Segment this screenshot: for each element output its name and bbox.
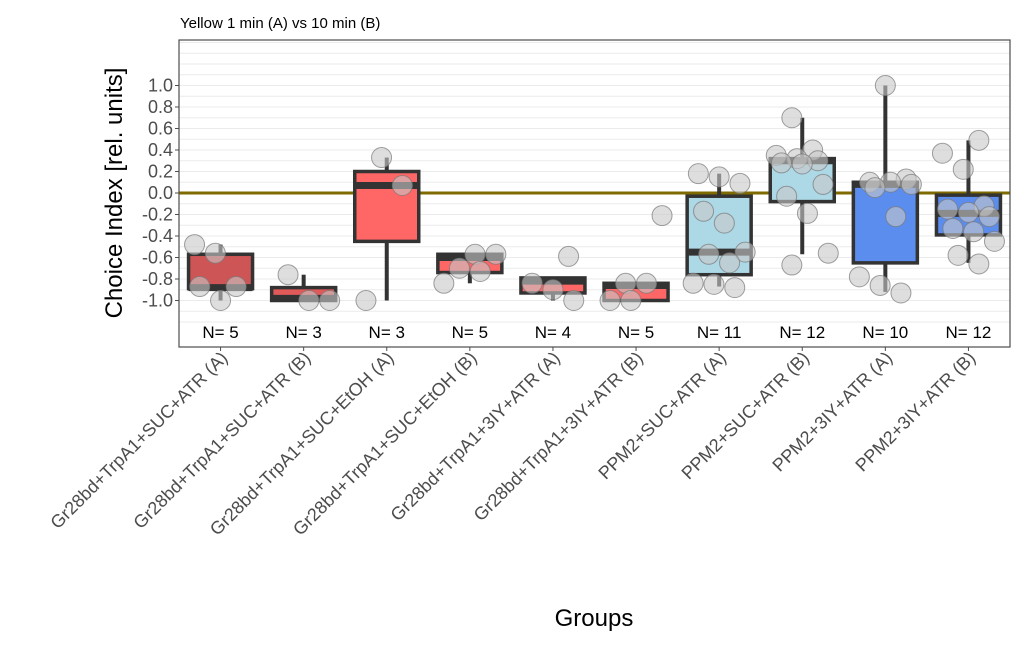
y-tick-label: -0.2: [142, 205, 173, 225]
data-point: [796, 202, 818, 224]
x-tick-label: Gr28bd+TrpA1+SUC+EtOH (A): [206, 348, 398, 540]
data-point: [433, 272, 455, 294]
y-tick-label: 0.8: [148, 97, 173, 117]
data-point: [781, 254, 803, 276]
data-point: [885, 206, 907, 228]
data-point: [371, 147, 393, 169]
data-point: [864, 177, 886, 199]
x-tick-label: Gr28bd+TrpA1+SUC+ATR (A): [46, 348, 231, 533]
n-label: N= 10: [862, 323, 908, 342]
y-axis-title: Choice Index [rel. units]: [101, 68, 128, 319]
y-tick-label: 0.0: [148, 183, 173, 203]
x-tick-label: Gr28bd+TrpA1+3IY+ATR (B): [470, 348, 647, 525]
data-point: [355, 290, 377, 311]
data-point: [391, 174, 413, 196]
x-tick-label: Gr28bd+TrpA1+SUC+EtOH (B): [289, 348, 481, 540]
data-point: [729, 172, 751, 194]
data-point: [776, 185, 798, 207]
data-point: [563, 290, 585, 311]
x-tick-label: Gr28bd+TrpA1+SUC+ATR (B): [130, 348, 315, 533]
y-tick-label: -0.8: [142, 269, 173, 289]
y-tick-label: -0.6: [142, 248, 173, 268]
data-point: [703, 273, 725, 295]
data-point: [651, 205, 673, 227]
data-point: [874, 75, 896, 96]
data-point: [952, 158, 974, 180]
data-point: [469, 260, 491, 282]
data-point: [319, 290, 341, 311]
y-tick-label: 0.4: [148, 140, 173, 160]
data-point: [968, 129, 990, 151]
data-point: [781, 107, 803, 129]
data-point: [599, 290, 621, 311]
data-point: [890, 282, 912, 304]
y-tick-label: 0.2: [148, 162, 173, 182]
n-label: N= 11: [697, 323, 742, 342]
data-points: [184, 75, 1005, 311]
data-point: [931, 142, 953, 164]
data-point: [817, 242, 839, 264]
x-tick-label: Gr28bd+TrpA1+3IY+ATR (A): [387, 348, 564, 525]
data-point: [963, 221, 985, 243]
data-point: [708, 166, 730, 188]
data-point: [770, 152, 792, 174]
x-axis-title: Groups: [555, 605, 634, 632]
data-point: [448, 257, 470, 279]
data-point: [957, 201, 979, 223]
data-point: [734, 241, 756, 263]
data-point: [521, 272, 543, 294]
n-label: N= 5: [618, 323, 654, 342]
data-point: [225, 276, 247, 298]
n-label: N= 5: [202, 323, 238, 342]
data-point: [724, 277, 746, 299]
n-label: N= 3: [285, 323, 321, 342]
n-label: N= 5: [452, 323, 488, 342]
data-point: [942, 217, 964, 239]
data-point: [947, 244, 969, 266]
data-point: [210, 290, 232, 311]
data-point: [848, 266, 870, 288]
data-point: [900, 173, 922, 195]
n-label: N= 12: [779, 323, 825, 342]
data-point: [277, 264, 299, 286]
x-axis-ticks: Gr28bd+TrpA1+SUC+ATR (A)Gr28bd+TrpA1+SUC…: [46, 347, 979, 539]
data-point: [184, 234, 206, 256]
data-point: [485, 243, 507, 265]
data-point: [620, 290, 642, 311]
data-point: [189, 276, 211, 298]
y-tick-label: -0.4: [142, 226, 173, 246]
data-point: [635, 272, 657, 294]
data-point: [791, 153, 813, 175]
data-point: [682, 272, 704, 294]
y-axis-ticks: 1.00.80.60.40.20.0-0.2-0.4-0.6-0.8-1.0: [142, 76, 179, 311]
box: [851, 180, 920, 265]
data-point: [298, 290, 320, 311]
n-label: N= 12: [946, 323, 992, 342]
data-point: [719, 252, 741, 274]
n-label: N= 3: [369, 323, 405, 342]
data-point: [983, 230, 1005, 252]
data-point: [693, 200, 715, 222]
data-point: [812, 173, 834, 195]
data-point: [937, 198, 959, 220]
y-tick-label: 1.0: [148, 76, 173, 96]
data-point: [542, 279, 564, 301]
y-tick-label: -1.0: [142, 291, 173, 311]
data-point: [968, 253, 990, 275]
data-point: [713, 212, 735, 234]
chart-title: Yellow 1 min (A) vs 10 min (B): [180, 15, 380, 32]
data-point: [869, 274, 891, 296]
n-label: N= 4: [535, 323, 571, 342]
data-point: [687, 163, 709, 185]
y-tick-label: 0.6: [148, 119, 173, 139]
data-point: [558, 245, 580, 267]
n-labels: N= 5 N= 3 N= 3 N= 5 N= 4 N= 5 N= 11 N= 12 N= 10 N…: [202, 323, 991, 342]
data-point: [978, 206, 1000, 228]
data-point: [698, 243, 720, 265]
data-point: [204, 242, 226, 264]
